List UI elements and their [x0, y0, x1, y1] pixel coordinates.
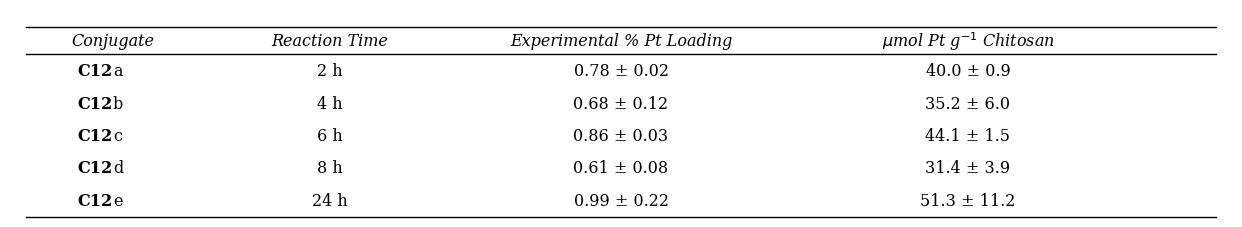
Text: C12: C12: [78, 192, 113, 209]
Text: 6 h: 6 h: [317, 128, 343, 144]
Text: 24 h: 24 h: [312, 192, 348, 209]
Text: C12: C12: [78, 160, 113, 177]
Text: 40.0 ± 0.9: 40.0 ± 0.9: [925, 63, 1010, 80]
Text: 0.86 ± 0.03: 0.86 ± 0.03: [574, 128, 668, 144]
Text: C12: C12: [78, 63, 113, 80]
Text: 8 h: 8 h: [317, 160, 343, 177]
Text: 51.3 ± 11.2: 51.3 ± 11.2: [920, 192, 1016, 209]
Text: $\mu$mol Pt g$^{-1}$ Chitosan: $\mu$mol Pt g$^{-1}$ Chitosan: [882, 30, 1054, 53]
Text: 44.1 ± 1.5: 44.1 ± 1.5: [925, 128, 1011, 144]
Text: b: b: [113, 95, 123, 112]
Text: 31.4 ± 3.9: 31.4 ± 3.9: [925, 160, 1011, 177]
Text: 4 h: 4 h: [317, 95, 343, 112]
Text: 0.68 ± 0.12: 0.68 ± 0.12: [574, 95, 668, 112]
Text: C12: C12: [78, 128, 113, 144]
Text: e: e: [113, 192, 123, 209]
Text: 35.2 ± 6.0: 35.2 ± 6.0: [925, 95, 1011, 112]
Text: a: a: [113, 63, 123, 80]
Text: Reaction Time: Reaction Time: [271, 33, 389, 50]
Text: Conjugate: Conjugate: [72, 33, 154, 50]
Text: C12: C12: [78, 95, 113, 112]
Text: 2 h: 2 h: [317, 63, 343, 80]
Text: Experimental % Pt Loading: Experimental % Pt Loading: [509, 33, 733, 50]
Text: d: d: [113, 160, 123, 177]
Text: 0.99 ± 0.22: 0.99 ± 0.22: [574, 192, 668, 209]
Text: 0.61 ± 0.08: 0.61 ± 0.08: [574, 160, 668, 177]
Text: c: c: [113, 128, 122, 144]
Text: 0.78 ± 0.02: 0.78 ± 0.02: [574, 63, 668, 80]
